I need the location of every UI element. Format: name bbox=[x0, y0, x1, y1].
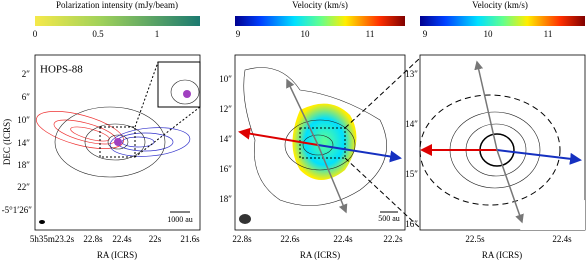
axis-arrow bbox=[496, 149, 524, 224]
axis-arrow bbox=[286, 78, 319, 146]
zoom-link bbox=[344, 57, 421, 129]
y-tick-label: 16″ bbox=[219, 164, 232, 174]
inset-link bbox=[134, 61, 159, 128]
inset-core bbox=[183, 90, 191, 98]
colorbar-label: Polarization intensity (mJy/beam) bbox=[56, 0, 178, 10]
colorbar-tick: 11 bbox=[544, 29, 553, 39]
axis-arrow bbox=[317, 144, 348, 214]
x-tick-label: 5h35m23.2s bbox=[30, 234, 75, 244]
colorbar bbox=[35, 16, 200, 26]
y-tick-label: 2″ bbox=[22, 69, 31, 79]
colorbar-tick: 10 bbox=[301, 29, 311, 39]
velocity-map bbox=[292, 103, 357, 180]
x-tick-label: 22.8s bbox=[83, 234, 103, 244]
x-axis-label: RA (ICRS) bbox=[300, 250, 340, 260]
x-tick-label: 22.4s bbox=[112, 234, 132, 244]
axis-arrow bbox=[474, 60, 498, 151]
y-tick-label: 10″ bbox=[219, 74, 232, 84]
y-tick-label: 13″ bbox=[405, 69, 418, 79]
x-axis-label: RA (ICRS) bbox=[482, 250, 522, 260]
y-tick-label: 16″ bbox=[405, 219, 418, 229]
zoom-box bbox=[299, 127, 346, 159]
red-outflow bbox=[238, 127, 319, 146]
colorbar-tick: 0 bbox=[33, 29, 38, 39]
scale-label: 1000 au bbox=[167, 215, 193, 224]
beam bbox=[39, 220, 45, 224]
map-frame bbox=[234, 54, 406, 231]
map-frame bbox=[34, 54, 201, 231]
y-tick-label: 18″ bbox=[219, 194, 232, 204]
x-tick-label: 21.6s bbox=[180, 234, 200, 244]
y-tick-label: 6″ bbox=[22, 92, 31, 102]
contours bbox=[36, 106, 191, 178]
blue-outflow bbox=[496, 149, 582, 165]
source-label: HOPS-88 bbox=[40, 64, 83, 76]
colorbar bbox=[235, 16, 405, 26]
blank-region bbox=[520, 200, 585, 230]
colorbar-tick: 11 bbox=[366, 29, 375, 39]
colorbar-label: Velocity (km/s) bbox=[292, 0, 348, 10]
inset bbox=[157, 61, 201, 108]
x-tick-label: 22.8s bbox=[232, 234, 252, 244]
scale-label: 500 au bbox=[378, 214, 400, 223]
y-tick-label: 10″ bbox=[17, 115, 30, 125]
x-tick-label: 22.5s bbox=[465, 234, 485, 244]
beam bbox=[239, 214, 251, 224]
colorbar-tick: 0.5 bbox=[92, 29, 104, 39]
blue-outflow bbox=[317, 144, 402, 163]
colorbar-tick: 9 bbox=[236, 29, 241, 39]
colorbar-tick: 9 bbox=[423, 29, 428, 39]
colorbar bbox=[420, 16, 585, 26]
x-tick-label: 22.2s bbox=[383, 234, 403, 244]
y-tick-label: 14″ bbox=[17, 138, 30, 148]
y-tick-label: 14″ bbox=[219, 134, 232, 144]
inset-contour bbox=[170, 79, 200, 105]
y-tick-label: 14″ bbox=[405, 119, 418, 129]
x-tick-label: 22.6s bbox=[280, 234, 300, 244]
zoom-link bbox=[344, 157, 421, 229]
y-tick-label: 22″ bbox=[17, 182, 30, 192]
map-frame bbox=[419, 54, 586, 231]
y-tick-label: 18″ bbox=[17, 160, 30, 170]
contours bbox=[243, 67, 387, 206]
x-tick-label: 22s bbox=[149, 234, 162, 244]
x-axis-label: RA (ICRS) bbox=[97, 250, 137, 260]
colorbar-label: Velocity (km/s) bbox=[472, 0, 528, 10]
y-tick-label: 15″ bbox=[405, 169, 418, 179]
x-tick-label: 22.4s bbox=[552, 234, 572, 244]
x-tick-label: 22.4s bbox=[333, 234, 353, 244]
colorbar-tick: 1 bbox=[155, 29, 160, 39]
y-axis-label: DEC (ICRS) bbox=[2, 119, 12, 165]
y-tick-label: -5°1′26″ bbox=[2, 205, 33, 215]
colorbar-tick: 10 bbox=[484, 29, 494, 39]
inset-link bbox=[134, 106, 201, 158]
y-tick-label: 12″ bbox=[219, 104, 232, 114]
